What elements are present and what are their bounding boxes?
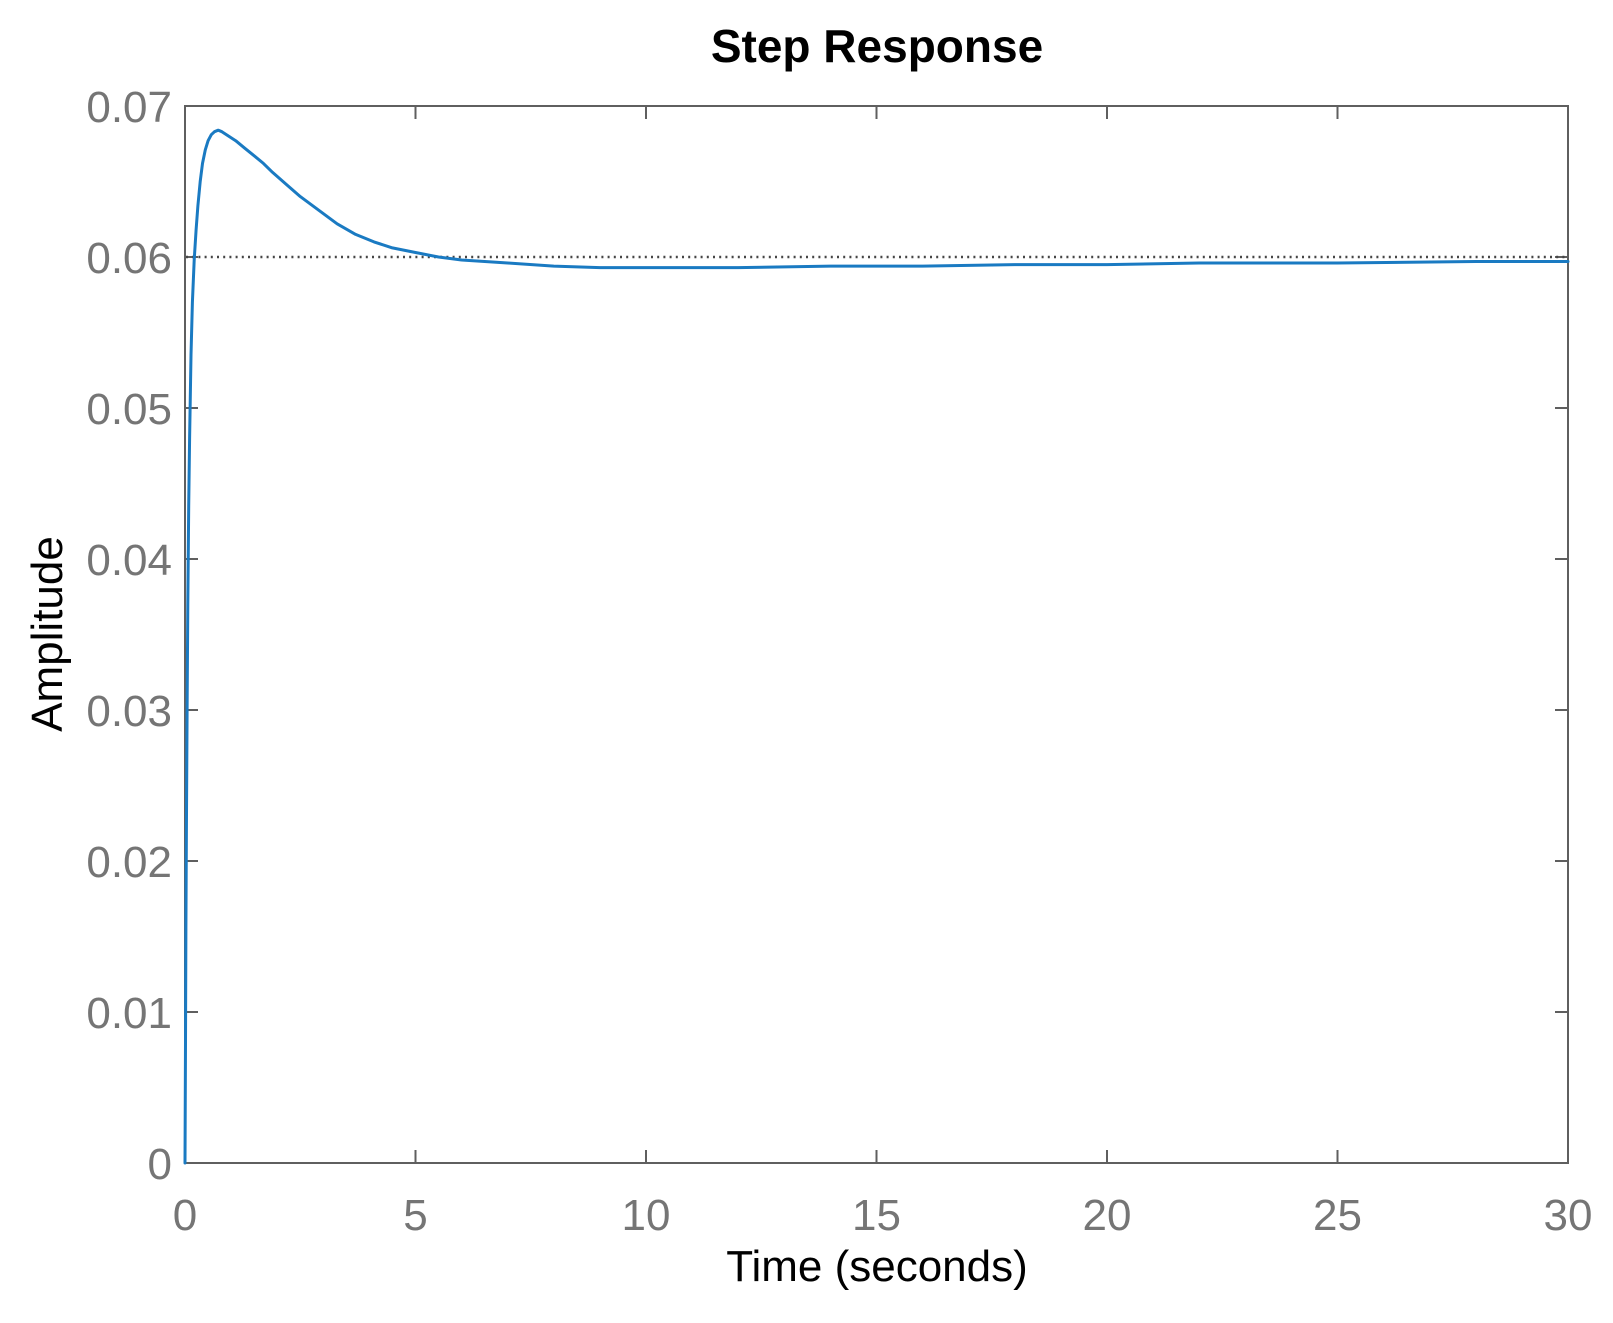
y-axis-label: Amplitude	[23, 536, 72, 732]
y-tick-label: 0.01	[86, 989, 172, 1038]
x-tick-label: 20	[1083, 1191, 1132, 1240]
y-tick-label: 0.06	[86, 234, 172, 283]
y-tick-label: 0	[148, 1140, 172, 1189]
x-tick-label: 0	[173, 1191, 197, 1240]
x-tick-label: 25	[1313, 1191, 1362, 1240]
x-tick-label: 15	[852, 1191, 901, 1240]
axes-layer: 0 5 10 15 20 25 30 0 0.01 0.02 0.03 0.04 0.05 0.06 0.0…	[86, 83, 1592, 1240]
x-axis-label: Time (seconds)	[726, 1242, 1028, 1291]
step-response-curve	[183, 128, 1570, 1165]
y-tick-label: 0.04	[86, 536, 172, 585]
x-tick-label: 10	[622, 1191, 671, 1240]
y-tick-label: 0.02	[86, 838, 172, 887]
x-tick-label: 30	[1544, 1191, 1593, 1240]
y-tick-label: 0.07	[86, 83, 172, 132]
series-layer	[183, 128, 1570, 1165]
y-tick-label: 0.05	[86, 385, 172, 434]
y-tick-label: 0.03	[86, 687, 172, 736]
plot-border	[184, 105, 1569, 1164]
chart-title: Step Response	[711, 20, 1043, 72]
x-tick-label: 5	[403, 1191, 427, 1240]
